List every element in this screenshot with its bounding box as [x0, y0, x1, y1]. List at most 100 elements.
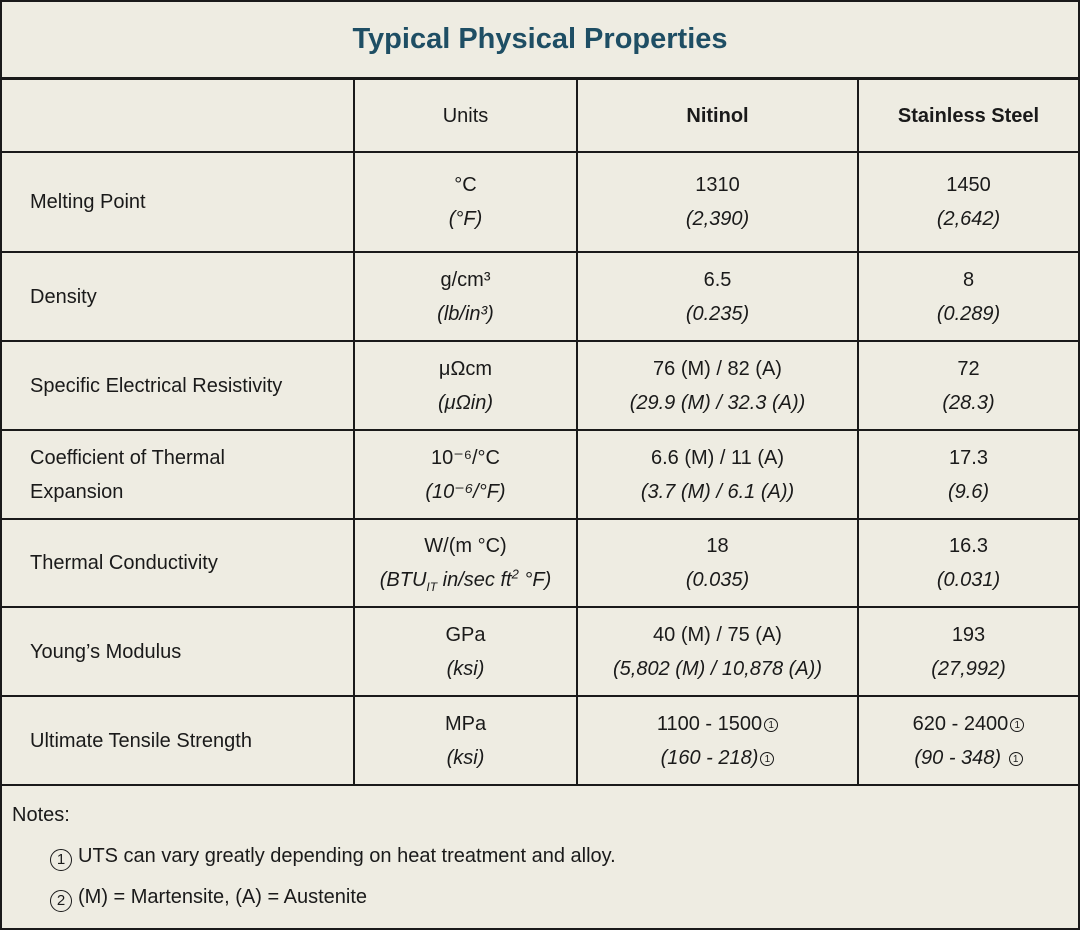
- property-name: Density: [30, 285, 97, 308]
- value-imperial: (5,802 (M) / 10,878 (A)): [613, 657, 822, 680]
- row-thermal-conductivity-label: Thermal Conductivity: [2, 520, 353, 606]
- value-imperial: (9.6): [947, 480, 990, 503]
- row-youngs-modulus-units: GPa (ksi): [355, 608, 576, 695]
- unit-primary: °C: [454, 174, 477, 196]
- row-uts-units: MPa (ksi): [355, 697, 576, 784]
- property-name: Melting Point: [30, 191, 146, 213]
- footnote-marker: 1: [760, 751, 775, 766]
- row-divider: [0, 518, 1080, 520]
- note-marker: 2: [50, 890, 72, 912]
- header-nitinol-label: Nitinol: [686, 104, 749, 127]
- row-divider: [0, 695, 1080, 697]
- note-marker: 1: [50, 849, 72, 871]
- property-name: Young’s Modulus: [30, 640, 182, 663]
- property-name: Ultimate Tensile Strength: [30, 729, 252, 752]
- outer-left-border: [0, 0, 2, 930]
- column-divider: [857, 80, 859, 785]
- header-steel-label: Stainless Steel: [897, 104, 1040, 127]
- property-name-line2: Expansion: [30, 480, 124, 503]
- row-thermal-conductivity-nitinol: 18 (0.035): [578, 520, 857, 606]
- unit-primary: 10⁻⁶/°C: [430, 446, 501, 469]
- unit-imperial: (lb/in³): [437, 302, 494, 325]
- row-density-units: g/cm³ (lb/in³): [355, 253, 576, 340]
- unit-primary: GPa: [445, 623, 486, 646]
- header-nitinol: Nitinol: [578, 80, 857, 151]
- note-text: UTS can vary greatly depending on heat t…: [78, 845, 616, 867]
- value-primary: 72: [957, 357, 980, 380]
- value-imperial: (90 - 348): [914, 746, 1002, 769]
- header-units-label: Units: [442, 104, 489, 127]
- value-primary: 16.3: [949, 535, 988, 557]
- value-imperial: (0.289): [936, 302, 1001, 325]
- value-primary: 18: [706, 535, 729, 557]
- value-primary: 193: [951, 623, 986, 646]
- row-resistivity-steel: 72 (28.3): [859, 342, 1078, 429]
- row-youngs-modulus-nitinol: 40 (M) / 75 (A) (5,802 (M) / 10,878 (A)): [578, 608, 857, 695]
- value-imperial: (29.9 (M) / 32.3 (A)): [629, 391, 806, 414]
- row-youngs-modulus-steel: 193 (27,992): [859, 608, 1078, 695]
- value-primary: 620 - 2400: [912, 712, 1009, 735]
- note-item: 2 (M) = Martensite, (A) = Austenite: [50, 886, 367, 912]
- row-resistivity-label: Specific Electrical Resistivity: [2, 342, 353, 429]
- outer-right-border: [1078, 0, 1080, 930]
- value-primary: 8: [962, 268, 975, 291]
- unit-imperial: (μΩin): [437, 391, 494, 414]
- row-density-steel: 8 (0.289): [859, 253, 1078, 340]
- value-imperial: (27,992): [931, 657, 1006, 680]
- value-imperial: (0.035): [685, 569, 750, 591]
- column-divider: [353, 80, 355, 785]
- value-primary: 17.3: [949, 446, 988, 469]
- value-imperial-wrap: (160 - 218) 1: [661, 741, 775, 775]
- footnote-marker: 1: [1010, 717, 1025, 732]
- value-primary: 6.5: [703, 268, 732, 291]
- property-name: Specific Electrical Resistivity: [30, 374, 283, 397]
- unit-imperial: (°F): [448, 208, 483, 230]
- footnote-marker: 1: [764, 717, 779, 732]
- row-divider: [0, 606, 1080, 608]
- row-divider: [0, 251, 1080, 253]
- table-bottom-border: [0, 784, 1080, 786]
- row-thermal-conductivity-steel: 16.3 (0.031): [859, 520, 1078, 606]
- value-primary: 1450: [946, 174, 991, 196]
- value-imperial-wrap: (90 - 348) 1: [914, 741, 1023, 775]
- unit-imperial: (ksi): [446, 746, 485, 769]
- row-melting-point-steel: 1450 (2,642): [859, 153, 1078, 251]
- unit-primary: MPa: [444, 712, 487, 735]
- property-name-line1: Coefficient of Thermal: [30, 446, 225, 469]
- value-primary: 40 (M) / 75 (A): [653, 623, 782, 646]
- row-thermal-expansion-label: Coefficient of Thermal Expansion: [2, 431, 353, 518]
- outer-bottom-border: [0, 928, 1080, 930]
- unit-imperial: (10⁻⁶/°F): [425, 480, 506, 503]
- unit-imperial-subscript: IT: [426, 580, 438, 594]
- row-density-label: Density: [2, 253, 353, 340]
- row-uts-label: Ultimate Tensile Strength: [2, 697, 353, 784]
- row-thermal-expansion-units: 10⁻⁶/°C (10⁻⁶/°F): [355, 431, 576, 518]
- row-melting-point-label: Melting Point: [2, 153, 353, 251]
- row-melting-point-units: °C (°F): [355, 153, 576, 251]
- unit-primary: μΩcm: [438, 357, 493, 380]
- note-text: (M) = Martensite, (A) = Austenite: [78, 886, 367, 908]
- value-imperial: (3.7 (M) / 6.1 (A)): [640, 480, 795, 503]
- footnote-marker: 1: [1008, 751, 1023, 766]
- row-divider: [0, 340, 1080, 342]
- unit-imperial-part: (BTU: [379, 569, 427, 591]
- row-youngs-modulus-label: Young’s Modulus: [2, 608, 353, 695]
- row-uts-steel: 620 - 2400 1 (90 - 348) 1: [859, 697, 1078, 784]
- value-primary-wrap: 620 - 2400 1: [913, 707, 1025, 741]
- unit-imperial-superscript: 2: [511, 566, 519, 582]
- value-imperial: (0.031): [936, 569, 1001, 591]
- row-thermal-expansion-nitinol: 6.6 (M) / 11 (A) (3.7 (M) / 6.1 (A)): [578, 431, 857, 518]
- note-item: 1 UTS can vary greatly depending on heat …: [50, 845, 616, 871]
- row-melting-point-nitinol: 1310 (2,390): [578, 153, 857, 251]
- row-thermal-expansion-steel: 17.3 (9.6): [859, 431, 1078, 518]
- unit-imperial-part: in/sec ft: [437, 569, 512, 591]
- value-primary: 6.6 (M) / 11 (A): [651, 446, 784, 469]
- header-stainless-steel: Stainless Steel: [859, 80, 1078, 151]
- value-primary: 1310: [695, 174, 740, 196]
- unit-imperial: (ksi): [446, 657, 485, 680]
- value-imperial: (28.3): [942, 391, 995, 414]
- row-density-nitinol: 6.5 (0.235): [578, 253, 857, 340]
- value-imperial: (2,390): [685, 208, 750, 230]
- table-title: Typical Physical Properties: [352, 22, 728, 55]
